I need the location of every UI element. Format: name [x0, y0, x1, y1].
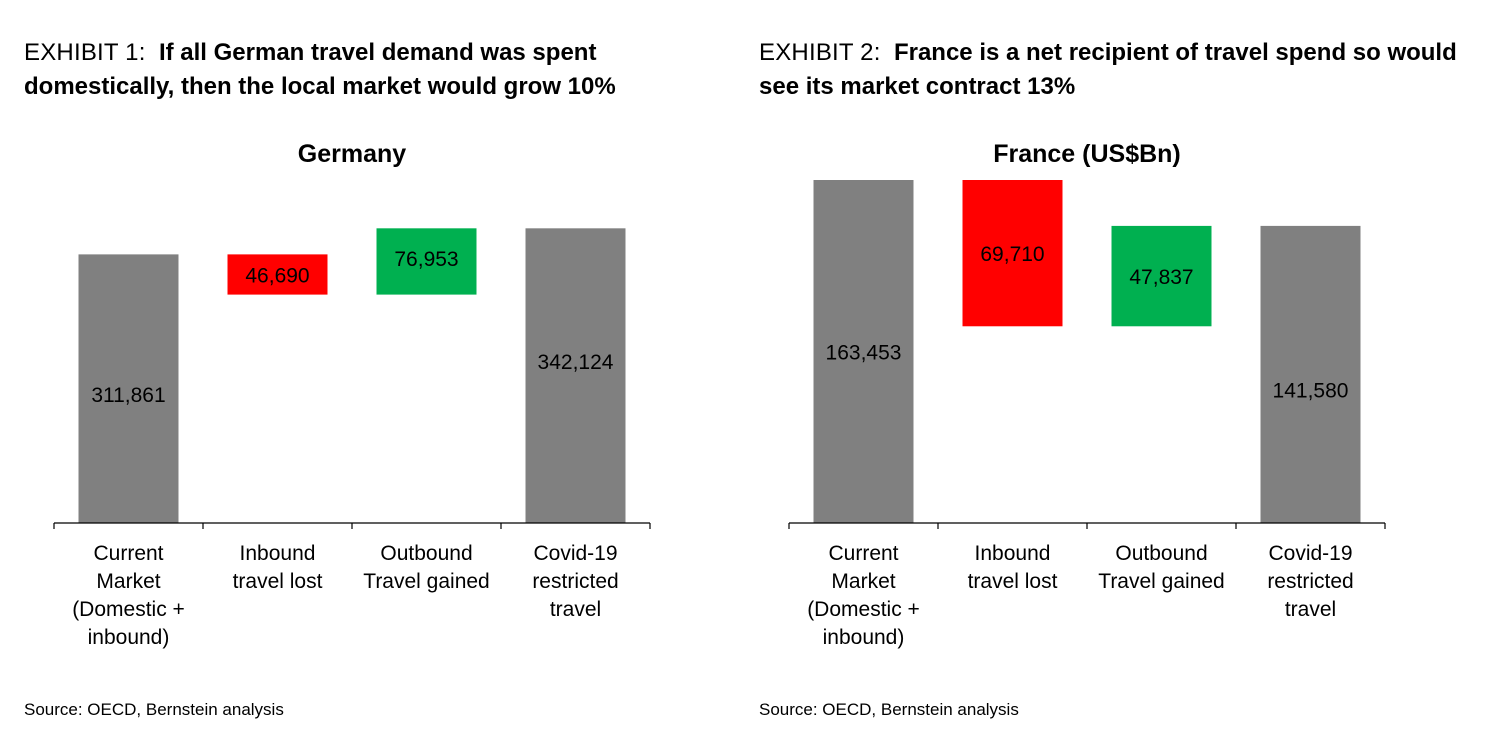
data-label: 76,953	[394, 248, 458, 271]
waterfall-bar	[962, 180, 1063, 327]
chart-title: Germany	[298, 140, 406, 168]
category-label: Inbound travel lost	[232, 542, 323, 593]
category-label: Outbound Travel gained	[1098, 542, 1225, 593]
waterfall-bar	[1111, 225, 1212, 327]
data-label: 311,861	[91, 384, 165, 407]
data-label: 46,690	[245, 264, 309, 287]
exhibit-2-label: EXHIBIT 2:	[759, 39, 881, 66]
waterfall-bar	[78, 254, 179, 523]
category-label: Covid-19 restricted travel	[1267, 542, 1354, 621]
exhibit-2: EXHIBIT 2: France is a net recipient of …	[735, 0, 1457, 748]
waterfall-bar	[1260, 225, 1361, 524]
france-waterfall-chart: France (US$Bn) 163,453 69,710 47,837 141,580	[788, 140, 1386, 529]
waterfall-bar	[525, 228, 626, 523]
waterfall-bar	[227, 254, 328, 295]
exhibit-2-title: France is a net recipient of travel spen…	[759, 39, 1457, 100]
germany-waterfall-chart: Germany 311,861 46,690 76,953 342,124	[53, 140, 651, 529]
exhibit-2-source: Source: OECD, Bernstein analysis	[759, 700, 1019, 719]
category-label: Inbound travel lost	[967, 542, 1058, 593]
category-label: Covid-19 restricted travel	[532, 542, 619, 621]
chart-title: France (US$Bn)	[993, 140, 1181, 168]
data-label: 47,837	[1129, 266, 1193, 289]
data-label: 342,124	[538, 351, 614, 374]
exhibit-1-label: EXHIBIT 1:	[24, 39, 146, 66]
exhibit-1-title: If all German travel demand was spent do…	[24, 39, 616, 100]
category-label: Current Market (Domestic + inbound)	[807, 542, 920, 649]
waterfall-bar	[376, 228, 477, 295]
data-label: 163,453	[826, 342, 902, 365]
category-label: Outbound Travel gained	[363, 542, 490, 593]
data-label: 141,580	[1273, 379, 1349, 402]
category-label: Current Market (Domestic + inbound)	[72, 542, 185, 649]
data-label: 69,710	[980, 243, 1044, 266]
waterfall-bar	[813, 180, 914, 523]
exhibit-1: EXHIBIT 1: If all German travel demand w…	[0, 0, 720, 748]
exhibit-2-heading: EXHIBIT 2: France is a net recipient of …	[759, 36, 1459, 104]
exhibit-1-source: Source: OECD, Bernstein analysis	[24, 700, 284, 719]
exhibit-1-heading: EXHIBIT 1: If all German travel demand w…	[24, 36, 724, 104]
